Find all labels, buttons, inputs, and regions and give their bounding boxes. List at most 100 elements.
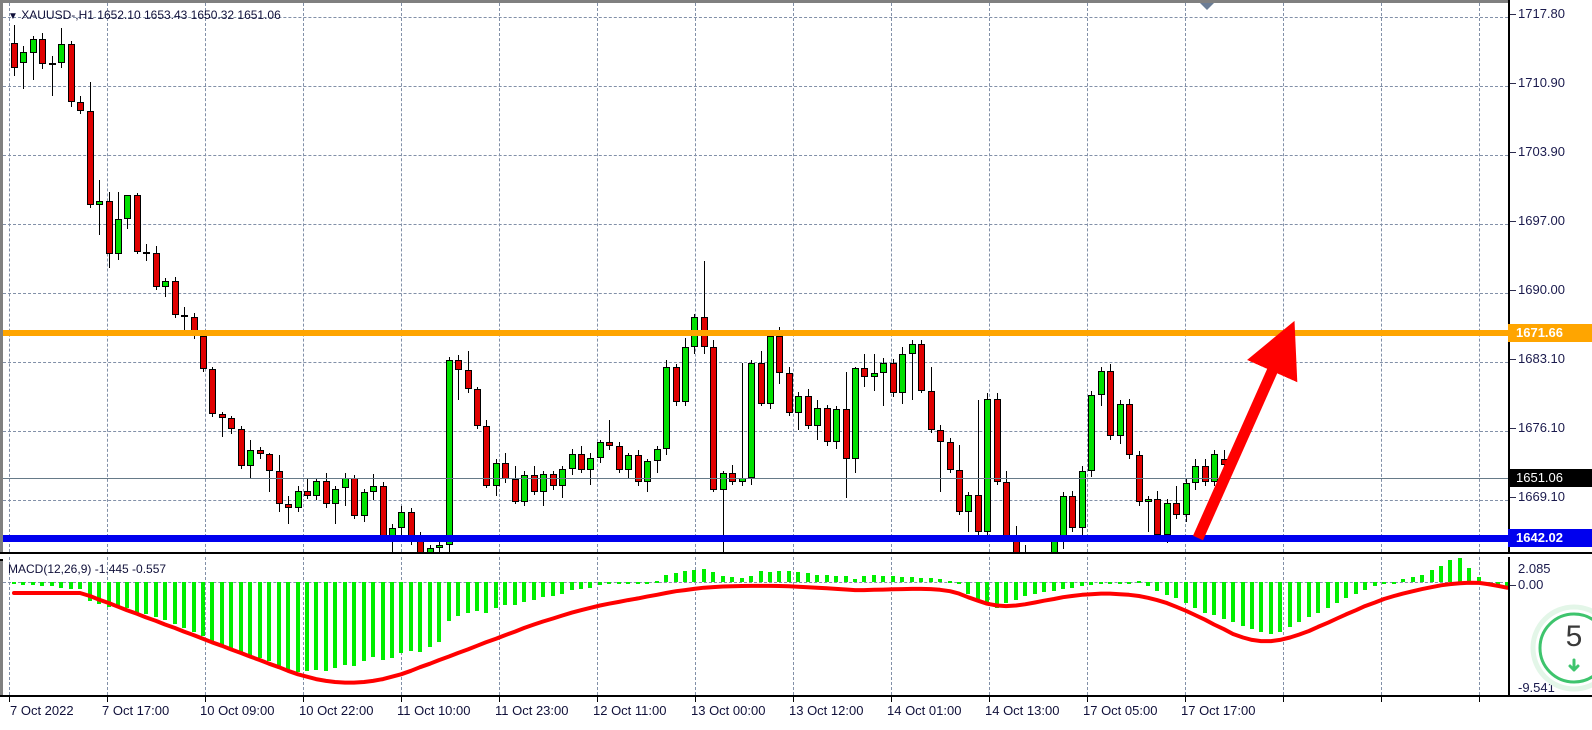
time-axis[interactable]: 7 Oct 2022 7 Oct 17:00 10 Oct 09:00 10 Oct … [0,695,1592,730]
macd-histogram-bar [494,581,498,608]
candle-wick [345,472,346,506]
time-axis-tick [1185,697,1186,702]
time-gridline [9,3,10,552]
macd-histogram-bar [324,581,328,671]
candle-body-bearish [928,390,935,431]
macd-histogram-bar [976,581,980,601]
macd-histogram-bar [1118,581,1122,584]
macd-histogram-bar [1439,566,1443,582]
time-axis-label: 10 Oct 09:00 [200,703,275,718]
price-axis-tick [1510,359,1516,360]
support-price-tag[interactable]: 1642.02 [1508,529,1592,547]
candle-body-bearish [380,485,387,539]
macd-histogram-bar [192,581,196,632]
candle-body-bullish [899,353,906,394]
candle-body-bearish [266,454,273,472]
macd-histogram-bar [1042,581,1046,593]
resistance-price-tag[interactable]: 1671.66 [1508,324,1592,342]
macd-histogram-bar [390,581,394,658]
macd-histogram-bar [1477,577,1481,582]
macd-indicator-pane[interactable] [3,557,1508,695]
candle-body-bullish [540,473,547,493]
candle-body-bullish [370,485,377,493]
candle-wick [458,354,459,400]
time-gridline [303,3,304,552]
macd-histogram-bar [995,581,999,608]
macd-histogram-bar [1344,581,1348,599]
time-axis-label: 7 Oct 2022 [10,703,74,718]
candle-body-bullish [682,346,689,403]
macd-histogram-bar [551,581,555,596]
time-gridline [695,3,696,552]
time-axis-tick [695,697,696,702]
macd-histogram-bar [1061,581,1065,589]
time-gridline [1381,3,1382,552]
macd-histogram-bar [560,581,564,594]
candle-body-bullish [654,448,661,461]
macd-histogram-bar [1297,581,1301,623]
time-axis-tick [499,697,500,702]
macd-histogram-bar [1373,581,1377,587]
price-axis-tick [1510,83,1516,84]
price-axis-label: 1710.90 [1518,75,1565,90]
macd-histogram-bar [267,581,271,662]
macd-histogram-bar [1259,581,1263,632]
macd-histogram-bar [806,573,810,582]
candle-body-bearish [181,315,188,318]
resistance-level-line[interactable] [3,330,1508,336]
macd-histogram-bar [825,574,829,582]
candle-body-bearish [758,362,765,404]
macd-histogram-bar [862,575,866,582]
candle-wick [883,357,884,407]
candle-body-bullish [1183,483,1190,515]
svg-text:5: 5 [1566,620,1583,653]
time-axis-tick [1479,697,1480,702]
time-gridline [1479,557,1480,695]
macd-histogram-bar [844,575,848,582]
price-chart-pane[interactable] [3,3,1508,552]
candle-body-bearish [502,463,509,480]
candle-body-bearish [172,280,179,316]
macd-histogram-bar [125,581,129,608]
macd-histogram-bar [381,581,385,661]
candle-body-bearish [918,344,925,391]
collapse-triangle-icon[interactable]: ▼ [8,11,18,22]
candle-body-bearish [143,251,150,254]
macd-histogram-bar [1288,581,1292,627]
time-axis-tick [891,697,892,702]
macd-zero-line [3,581,1508,583]
macd-histogram-bar [626,581,630,584]
green-circle-download-badge-icon[interactable]: 5 [1530,604,1592,692]
macd-histogram-bar [759,571,763,582]
support-level-line[interactable] [3,535,1508,542]
candle-body-bullish [30,39,37,54]
candle-wick [742,363,743,486]
macd-histogram-bar [296,581,300,672]
time-axis-tick [303,697,304,702]
macd-histogram-bar [229,581,233,650]
candle-body-bullish [833,409,840,443]
candle-body-bullish [569,454,576,469]
candle-body-bearish [200,336,207,370]
time-gridline [989,557,990,695]
price-axis-tick [1510,152,1516,153]
candle-body-bearish [39,39,46,64]
time-gridline [793,3,794,552]
time-axis-label: 14 Oct 13:00 [985,703,1060,718]
time-axis-label: 12 Oct 11:00 [593,703,667,718]
macd-histogram-bar [343,581,347,665]
macd-histogram-bar [31,581,35,586]
macd-histogram-bar [645,581,649,584]
macd-histogram-bar [1099,581,1103,585]
candle-body-bullish [20,51,27,63]
candle-body-bullish [295,491,302,509]
price-axis-tick [1510,14,1516,15]
candle-body-bearish [465,370,472,390]
macd-histogram-bar [1070,581,1074,588]
candle-wick [1176,485,1177,519]
price-axis-tick [1510,428,1516,429]
candle-body-bullish [814,407,821,427]
price-axis-scale[interactable]: 1717.80 1710.90 1703.90 1697.00 1690.00 1683.… [1508,0,1592,552]
candle-body-bullish [313,480,320,497]
candle-body-bearish [323,480,330,505]
